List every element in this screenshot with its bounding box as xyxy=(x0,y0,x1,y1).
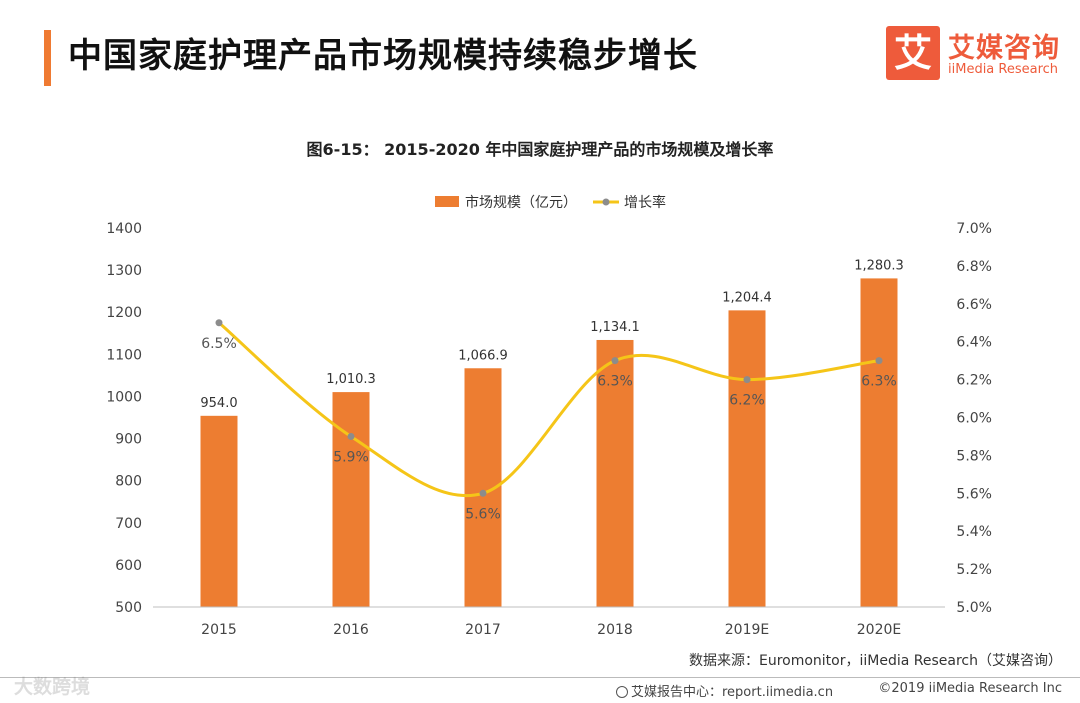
y-left-tick-label: 600 xyxy=(115,558,142,574)
logo-name-en: iiMedia Research xyxy=(948,62,1059,77)
y-left-tick-label: 500 xyxy=(115,600,142,616)
growth-rate-marker xyxy=(743,376,751,384)
growth-rate-label: 5.6% xyxy=(465,506,501,522)
report-center: 艾媒报告中心：report.iimedia.cn xyxy=(616,681,833,700)
footer: 艾媒报告中心：report.iimedia.cn ©2019 iiMedia R… xyxy=(0,678,1080,703)
footer-divider xyxy=(0,677,1080,678)
legend-line-label: 增长率 xyxy=(624,194,666,211)
y-right-tick-label: 5.0% xyxy=(956,600,992,616)
x-tick-label: 2020E xyxy=(857,622,901,638)
legend-line-marker xyxy=(602,198,610,206)
y-right-tick-label: 6.8% xyxy=(956,259,992,275)
y-right-tick-label: 5.4% xyxy=(956,524,992,540)
y-left-tick-label: 1200 xyxy=(106,305,142,321)
x-tick-label: 2018 xyxy=(597,622,633,638)
data-source: 数据来源：Euromonitor，iiMedia Research（艾媒咨询） xyxy=(688,653,1062,669)
bar xyxy=(860,278,898,607)
iimedia-logo: 艾 艾媒咨询 iiMedia Research xyxy=(886,26,1060,84)
y-right-tick-label: 5.6% xyxy=(956,486,992,502)
bar-value-label: 954.0 xyxy=(200,396,237,411)
growth-rate-marker xyxy=(875,357,883,365)
y-right-tick-label: 6.6% xyxy=(956,297,992,313)
title-accent-bar xyxy=(44,30,51,86)
y-left-tick-label: 1400 xyxy=(106,221,142,237)
bar xyxy=(728,310,766,607)
bar-value-label: 1,204.4 xyxy=(722,290,772,305)
growth-rate-label: 6.3% xyxy=(597,374,633,390)
y-right-tick-label: 6.2% xyxy=(956,373,992,389)
y-right-tick-label: 5.2% xyxy=(956,562,992,578)
y-left-tick-label: 1300 xyxy=(106,263,142,279)
growth-rate-marker xyxy=(611,357,619,365)
bar xyxy=(332,392,370,607)
report-center-label: 艾媒报告中心：report.iimedia.cn xyxy=(631,685,834,700)
x-tick-label: 2019E xyxy=(725,622,769,638)
y-left-tick-label: 700 xyxy=(115,516,142,532)
y-left-tick-label: 800 xyxy=(115,474,142,490)
chart-title: 图6-15： 2015-2020 年中国家庭护理产品的市场规模及增长率 xyxy=(306,140,774,159)
globe-icon xyxy=(616,686,628,698)
growth-rate-line xyxy=(218,321,880,498)
bar xyxy=(596,339,634,607)
y-right-tick-label: 6.0% xyxy=(956,411,992,427)
y-right-tick-label: 6.4% xyxy=(956,335,992,351)
x-tick-label: 2016 xyxy=(333,622,369,638)
bar xyxy=(200,415,238,607)
legend-bar-label: 市场规模（亿元） xyxy=(465,194,577,211)
y-left-tick-label: 1000 xyxy=(106,389,142,405)
bar-value-label: 1,280.3 xyxy=(854,258,904,273)
y-left-tick-label: 900 xyxy=(115,432,142,448)
bar-value-label: 1,066.9 xyxy=(458,348,508,363)
growth-rate-marker xyxy=(215,319,223,327)
watermark: 大数跨境 xyxy=(14,676,91,698)
y-right-tick-label: 7.0% xyxy=(956,221,992,237)
growth-rate-label: 6.3% xyxy=(861,374,897,390)
bar-value-label: 1,010.3 xyxy=(326,372,376,387)
growth-rate-marker xyxy=(347,432,355,440)
x-tick-label: 2017 xyxy=(465,622,501,638)
growth-rate-label: 6.2% xyxy=(729,393,765,409)
legend-bar-swatch xyxy=(435,196,459,207)
logo-name-cn: 艾媒咨询 xyxy=(948,33,1060,64)
growth-rate-marker xyxy=(479,489,487,497)
growth-rate-label: 6.5% xyxy=(201,336,237,352)
copyright: ©2019 iiMedia Research Inc xyxy=(878,681,1062,696)
growth-rate-label: 5.9% xyxy=(333,449,369,465)
bar-value-label: 1,134.1 xyxy=(590,320,640,335)
page-title: 中国家庭护理产品市场规模持续稳步增长 xyxy=(68,36,698,76)
logo-mark: 艾 xyxy=(886,26,940,80)
y-right-tick-label: 5.8% xyxy=(956,448,992,464)
x-tick-label: 2015 xyxy=(201,622,237,638)
y-left-tick-label: 1100 xyxy=(106,347,142,363)
